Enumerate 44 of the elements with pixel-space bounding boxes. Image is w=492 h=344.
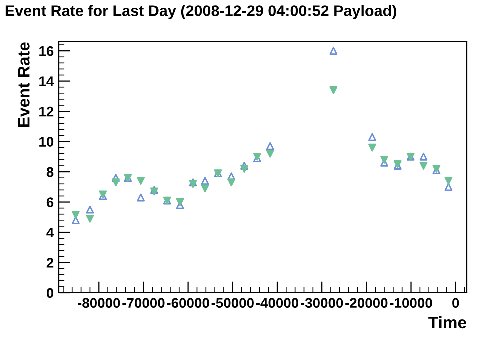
point <box>380 156 388 164</box>
point <box>137 177 145 186</box>
point <box>228 172 236 181</box>
y-tick-label: 12 <box>40 106 54 117</box>
point <box>228 178 236 187</box>
point <box>240 165 248 173</box>
point <box>420 152 428 161</box>
point <box>266 150 274 158</box>
point <box>86 206 94 214</box>
y-axis-title: Event Rate <box>18 42 30 128</box>
point <box>420 162 428 170</box>
point <box>176 198 184 206</box>
y-tick-label: 8 <box>46 167 54 178</box>
point <box>201 177 210 186</box>
y-tick-label: 4 <box>46 228 54 238</box>
x-tick-label: -20000 <box>346 298 388 308</box>
point <box>86 214 94 223</box>
point <box>112 178 120 187</box>
x-axis-title: Time <box>428 316 466 329</box>
y-tick-label: 2 <box>46 258 54 268</box>
point <box>72 211 80 220</box>
point <box>201 184 210 193</box>
point <box>137 194 145 202</box>
x-tick-label: -10000 <box>390 298 432 308</box>
point <box>330 47 338 56</box>
point <box>368 144 376 152</box>
point <box>330 86 338 94</box>
y-tick-label: 10 <box>40 137 54 147</box>
x-tick-label: -30000 <box>301 298 344 308</box>
x-tick-label: -50000 <box>212 298 254 308</box>
x-tick-label: -80000 <box>78 298 120 308</box>
x-tick-label: 0 <box>452 298 460 308</box>
x-tick-label: -70000 <box>122 298 165 308</box>
point <box>266 142 274 150</box>
x-tick-label: -40000 <box>256 298 299 308</box>
x-tick-label: -60000 <box>167 298 210 308</box>
point <box>368 133 376 142</box>
point <box>444 177 453 186</box>
y-tick-label: 6 <box>46 198 54 208</box>
y-tick-label: 14 <box>40 76 54 86</box>
y-tick-label: 0 <box>46 288 54 298</box>
chart-title: Event Rate for Last Day (2008-12-29 04:00:52 Payload) <box>6 5 396 20</box>
y-tick-label: 16 <box>40 46 54 56</box>
point <box>444 183 453 192</box>
